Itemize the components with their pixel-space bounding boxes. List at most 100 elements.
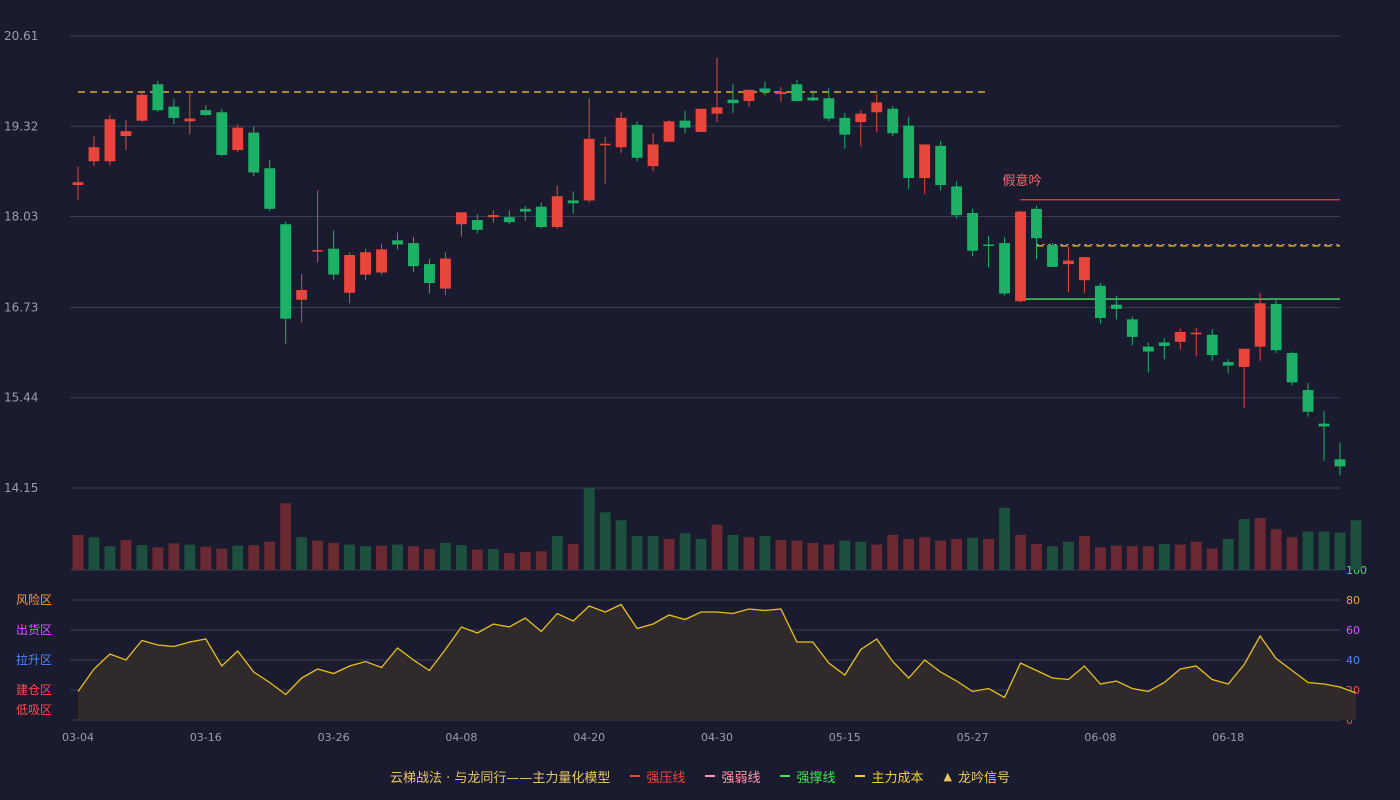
price-tick-label: 14.15: [4, 481, 38, 495]
volume-bar: [152, 547, 164, 570]
triangle-up-icon: ▲: [943, 769, 952, 783]
volume-bar: [1063, 541, 1074, 570]
volume-bar: [519, 551, 531, 570]
volume-bar: [551, 536, 563, 570]
candle-body: [503, 217, 515, 223]
price-tick-label: 19.32: [4, 119, 38, 133]
candle-body: [424, 264, 435, 283]
price-tick-label: 16.73: [4, 300, 38, 314]
volume-bar: [408, 546, 419, 570]
candle-body: [599, 143, 611, 146]
candle-body: [1286, 352, 1298, 383]
volume-bar: [1126, 546, 1138, 570]
candle-body: [743, 89, 755, 102]
candle-body: [711, 107, 723, 114]
osc-tick-label: 80: [1346, 594, 1360, 607]
volume-bar: [759, 536, 771, 570]
candle-body: [1015, 211, 1026, 302]
volume-bar: [1350, 520, 1362, 570]
legend-item: ▲ 龙吟信号: [943, 767, 1009, 786]
volume-bar: [136, 545, 148, 570]
candle-body: [296, 289, 308, 300]
volume-bar: [1318, 531, 1330, 570]
candle-body: [1206, 334, 1218, 356]
legend-item: 主力成本: [855, 767, 923, 786]
candle-body: [807, 97, 819, 101]
candle-body: [360, 252, 371, 275]
candle-body: [1094, 285, 1106, 318]
volume-bar: [983, 538, 994, 570]
candle-body: [264, 168, 276, 209]
volume-bar: [439, 542, 451, 570]
volume-bar: [1190, 541, 1202, 570]
candle-body: [759, 88, 771, 92]
candle-body: [1334, 459, 1346, 467]
legend-swatch: [780, 775, 791, 777]
candle-body: [839, 117, 851, 135]
candle-body: [791, 84, 803, 102]
candle-body: [248, 132, 260, 173]
volume-bar: [1222, 538, 1234, 570]
indicator-lines: [78, 91, 1340, 300]
candle-body: [951, 186, 963, 216]
oscillator-panel: [77, 603, 1357, 720]
date-tick-label: 03-04: [62, 731, 94, 744]
volume-bar: [328, 542, 340, 570]
candle-body: [903, 125, 915, 179]
legend-label: 强压线: [646, 770, 686, 786]
candle-body: [1254, 303, 1266, 347]
volume-bar: [360, 546, 371, 570]
volume-bar: [312, 540, 324, 570]
osc-tick-label: 0: [1346, 714, 1353, 727]
candlestick-series: [72, 57, 1346, 476]
candle-body: [408, 243, 419, 267]
candle-body: [184, 118, 196, 122]
candle-body: [919, 144, 931, 179]
volume-bar: [1047, 546, 1058, 570]
legend-item: 强压线: [630, 767, 685, 786]
candle-body: [1302, 390, 1314, 412]
signal-annotation: 假意吟: [1003, 173, 1042, 189]
volume-bar: [855, 541, 867, 570]
volume-bar: [487, 549, 499, 570]
candle-body: [392, 240, 403, 245]
volume-bar: [376, 545, 387, 570]
volume-bar: [88, 537, 100, 570]
volume-bar: [647, 536, 659, 570]
volume-bar: [392, 544, 403, 570]
volume-bar: [471, 549, 483, 570]
volume-bar: [967, 537, 979, 570]
volume-bar: [743, 537, 755, 570]
candle-body: [232, 127, 244, 151]
volume-bar: [583, 488, 595, 570]
volume-bar: [903, 538, 915, 570]
date-tick-label: 03-26: [318, 731, 350, 744]
candle-body: [439, 258, 451, 289]
volume-bar: [1031, 543, 1042, 570]
volume-bar: [184, 544, 196, 570]
price-axis: 20.61 19.32 18.03 16.73 15.44 14.15: [4, 29, 38, 495]
date-tick-label: 04-08: [445, 731, 477, 744]
volume-bar: [839, 540, 851, 570]
legend-swatch: [705, 775, 716, 777]
legend-item: 强弱线: [705, 767, 760, 786]
candle-body: [1270, 303, 1282, 351]
volume-bar: [535, 551, 547, 570]
candle-body: [136, 94, 148, 121]
volume-bar: [1334, 532, 1346, 570]
candle-body: [1031, 208, 1042, 239]
volume-bar: [1286, 537, 1298, 570]
candle-body: [168, 106, 180, 118]
date-tick-label: 04-20: [573, 731, 605, 744]
volume-bar: [216, 548, 228, 570]
volume-bar: [1238, 519, 1250, 570]
candle-body: [471, 220, 483, 230]
candle-body: [1318, 423, 1330, 427]
candle-body: [775, 91, 787, 95]
candle-body: [152, 84, 164, 111]
volume-bar: [727, 534, 739, 570]
volume-bar: [248, 545, 260, 570]
candle-body: [535, 206, 547, 228]
candle-body: [967, 213, 979, 251]
